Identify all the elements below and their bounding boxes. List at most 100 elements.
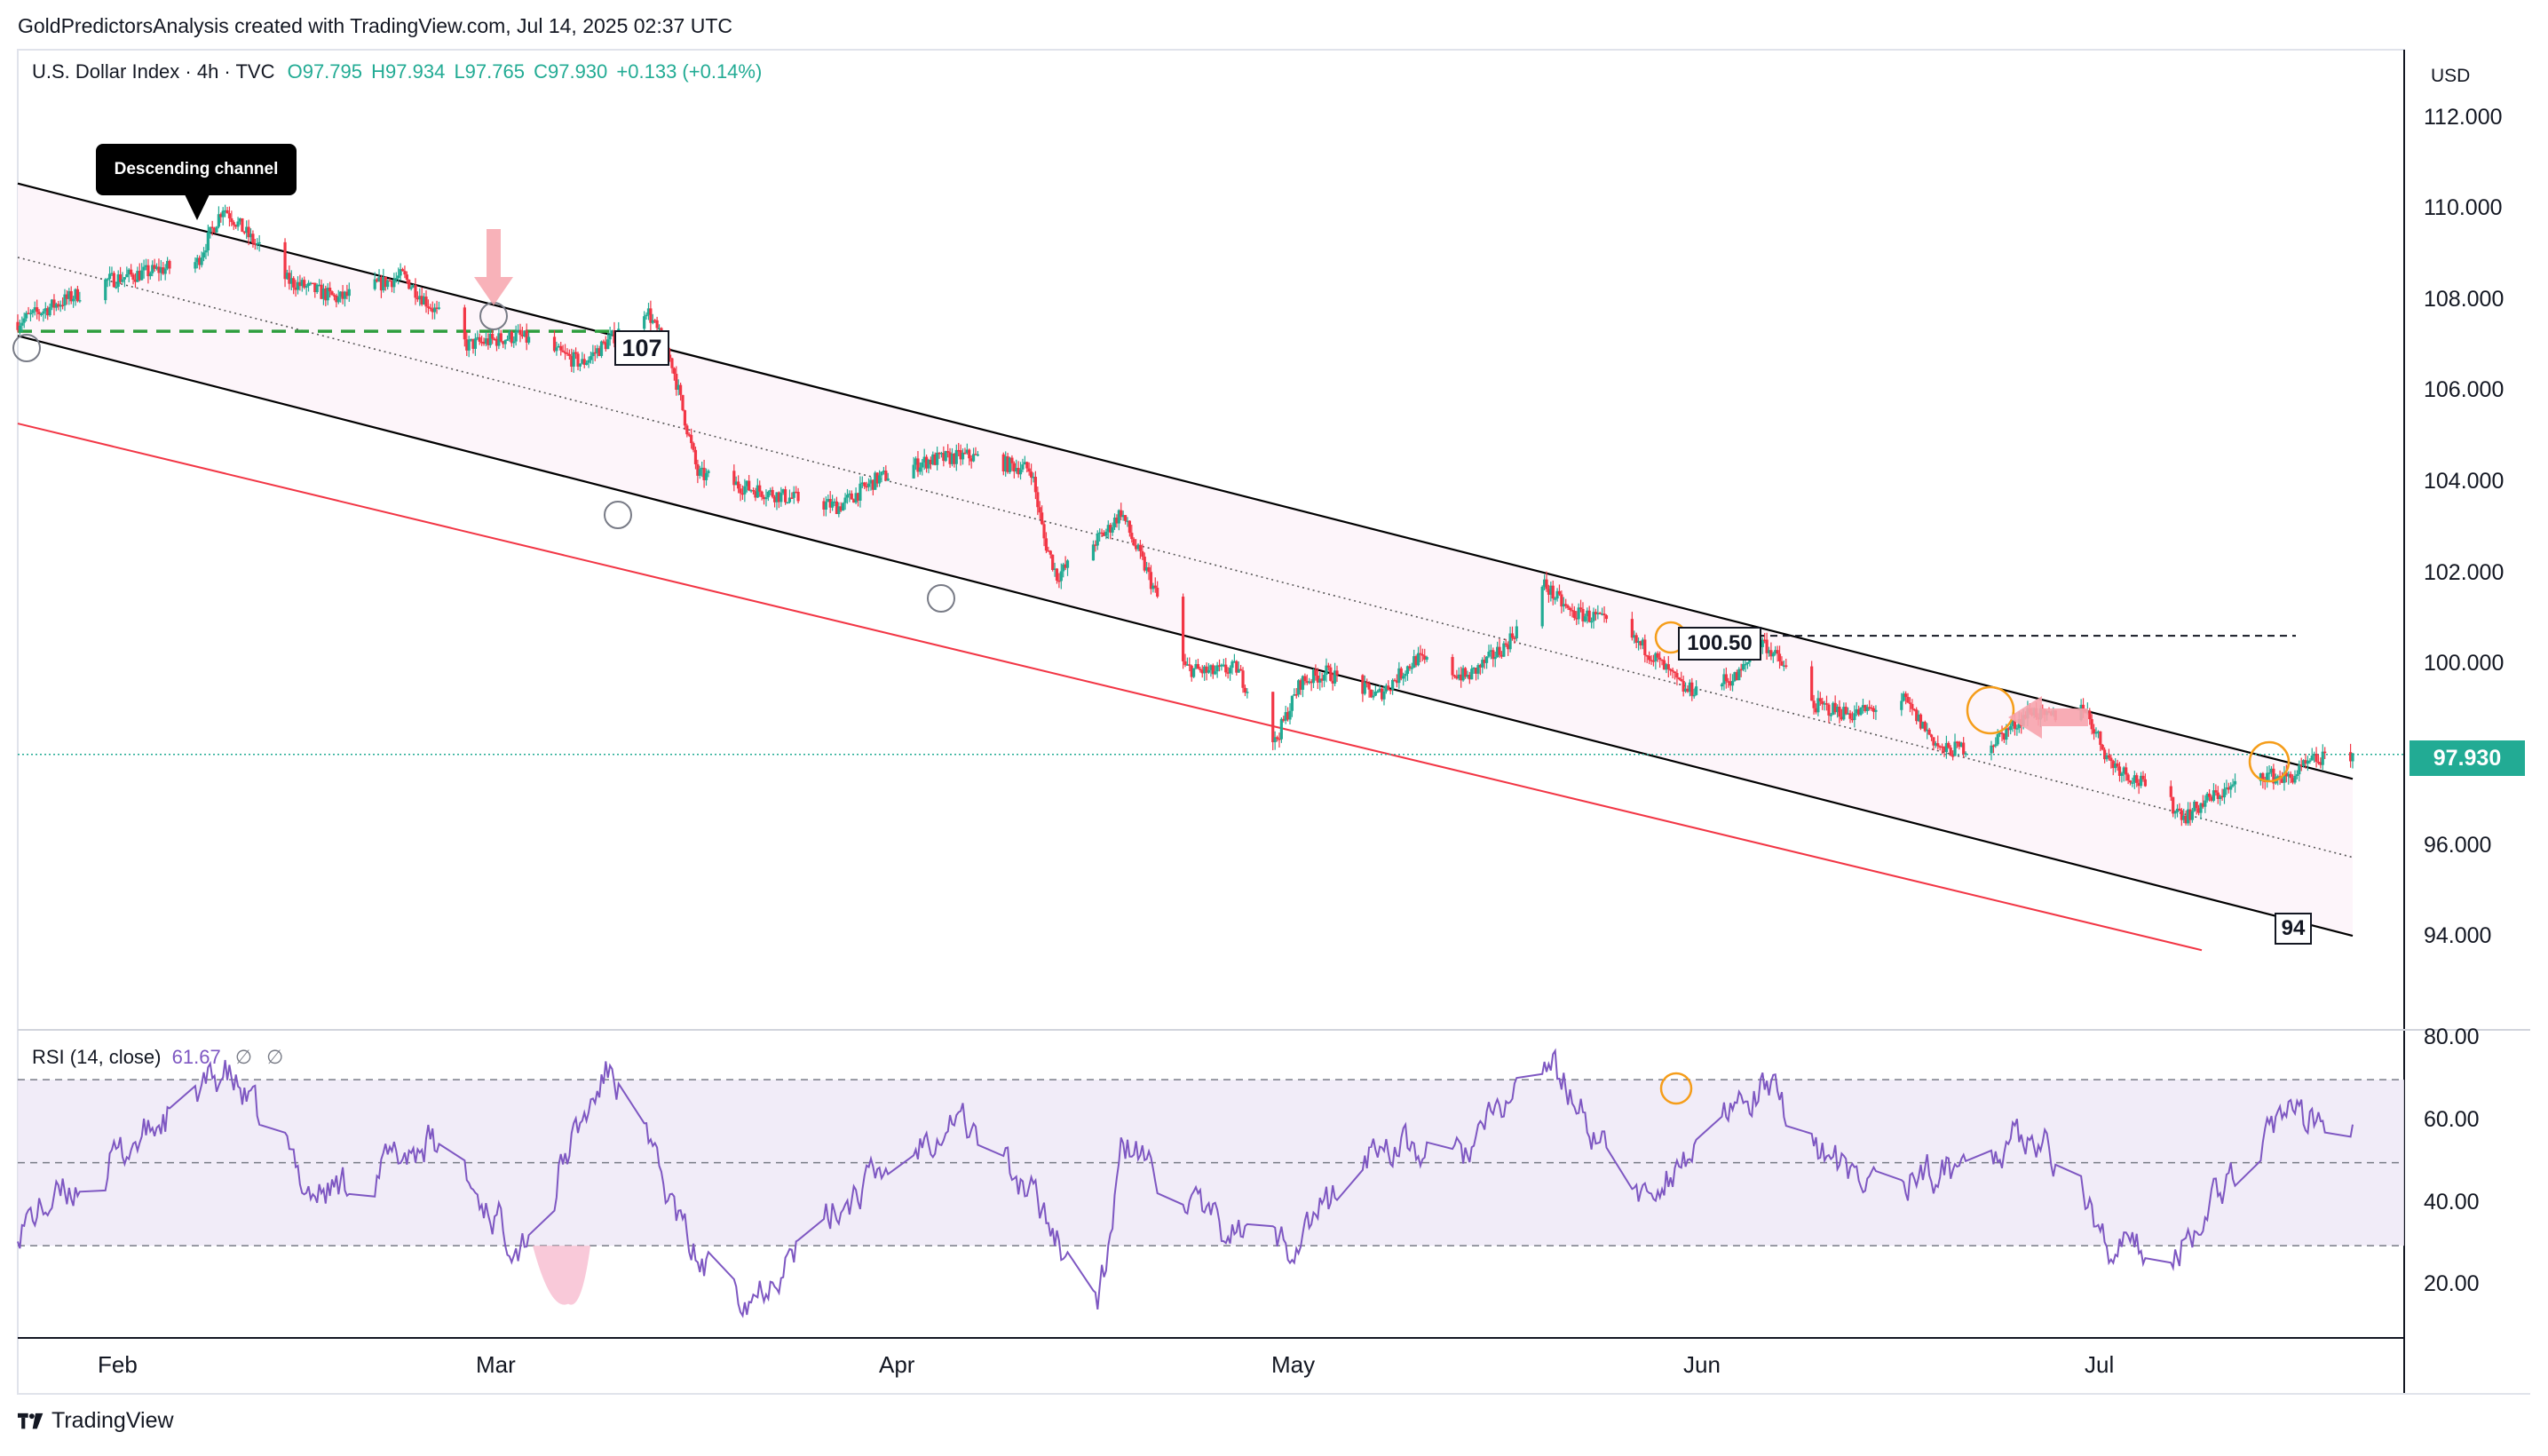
candle [880, 471, 883, 483]
candle-body [693, 449, 698, 464]
candle-body [1484, 656, 1489, 663]
candle [796, 487, 800, 504]
candle [330, 290, 334, 296]
candle [1106, 520, 1110, 540]
candle [2291, 774, 2295, 785]
candle [429, 304, 432, 312]
candle-body [764, 497, 768, 500]
candle-body [112, 273, 115, 288]
candle [1228, 665, 1232, 681]
candle [1025, 461, 1029, 473]
candle [1397, 661, 1401, 689]
candle-body [2090, 719, 2093, 730]
candle [75, 285, 80, 303]
candle [772, 495, 777, 508]
candle-body [822, 501, 826, 510]
candle-body [2267, 772, 2271, 774]
candle [732, 464, 736, 492]
candle-body [257, 241, 261, 244]
channel-lines-layer [17, 182, 2404, 952]
candle [740, 485, 745, 501]
tradingview-brand[interactable]: TradingView [18, 1408, 174, 1434]
candle [1209, 664, 1213, 677]
candle [971, 447, 976, 463]
candle [478, 333, 481, 345]
candle [835, 496, 839, 515]
candle-body [1389, 689, 1392, 692]
candle [1645, 654, 1649, 663]
candle-body [610, 330, 614, 335]
candle-body [2295, 774, 2299, 776]
candle [414, 278, 417, 305]
candle-body [418, 296, 422, 300]
candle-body [230, 218, 233, 223]
candle-body [2261, 772, 2265, 781]
candle [1557, 584, 1562, 597]
candle [159, 259, 162, 281]
candle [1566, 604, 1570, 611]
rsi-legend[interactable]: RSI (14, close) 61.67 ∅ ∅ [32, 1046, 283, 1069]
candle-body [1012, 463, 1016, 472]
candle [119, 266, 123, 284]
candle [1181, 593, 1185, 669]
candle-body [2272, 768, 2275, 784]
candle-body [1288, 710, 1292, 720]
candle [138, 263, 141, 281]
candle [1695, 680, 1698, 696]
change-value: +0.133 (+0.14%) [616, 60, 763, 83]
candle [1376, 689, 1380, 693]
candle-body [745, 480, 748, 487]
candle-body [1938, 746, 1942, 748]
candle [1776, 645, 1779, 662]
candle [294, 280, 297, 297]
candle [1959, 741, 1963, 748]
candle [839, 502, 843, 512]
candle-body [683, 410, 687, 426]
candle-body [756, 485, 759, 498]
candle [1185, 657, 1190, 666]
candle [1741, 658, 1745, 672]
candle-body [305, 286, 308, 289]
candle-body [1220, 664, 1223, 667]
candle [1489, 644, 1493, 660]
candle-body [2227, 787, 2230, 790]
candle [1380, 686, 1384, 702]
candle [1190, 664, 1193, 682]
candle-body [1235, 661, 1238, 673]
candle-body [162, 267, 165, 274]
candle-body [1051, 554, 1055, 570]
candle [1033, 471, 1038, 500]
candle [1835, 704, 1840, 718]
candle-body [1147, 566, 1151, 573]
symbol-legend[interactable]: U.S. Dollar Index · 4h · TVC O97.795 H97… [32, 60, 762, 83]
candle [2306, 756, 2310, 772]
candle [649, 300, 653, 332]
candle-body [1367, 683, 1371, 690]
candle [1042, 520, 1046, 547]
candle [36, 299, 39, 320]
rsi-tick: 80.00 [2424, 1025, 2480, 1049]
candle-body [1994, 744, 1998, 747]
candle [950, 447, 954, 467]
candle-body [2117, 766, 2122, 776]
candle [253, 239, 257, 250]
candle-body [242, 232, 246, 233]
candle [1771, 652, 1775, 663]
candle [1515, 620, 1518, 642]
candle-body [1566, 605, 1570, 608]
candle-body [1493, 656, 1497, 660]
candle [1279, 717, 1283, 743]
candle [591, 344, 595, 364]
candle [1017, 461, 1020, 479]
candle [415, 291, 419, 303]
candle [1504, 638, 1507, 647]
candle-body [245, 226, 249, 233]
candle-body [37, 312, 41, 314]
candle-body [283, 241, 287, 280]
candle [1032, 472, 1035, 483]
candle-body [1025, 462, 1029, 469]
candle-body [1481, 660, 1484, 668]
candle [305, 283, 308, 296]
candle-body [859, 483, 862, 502]
